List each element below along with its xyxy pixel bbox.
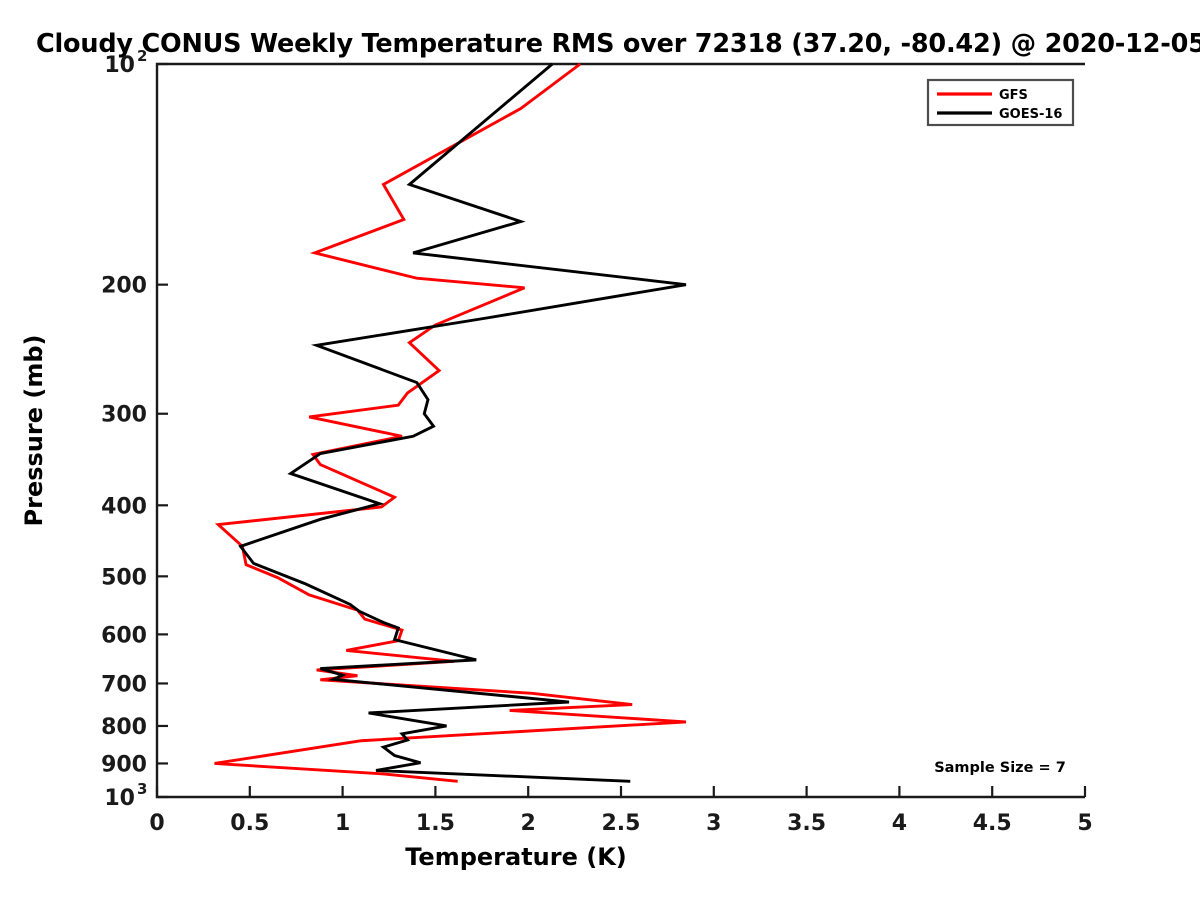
y-tick-label: 200	[101, 274, 147, 299]
y-tick-label: 800	[101, 715, 147, 740]
x-tick-label: 4.5	[973, 811, 1012, 836]
legend-label-gfs: GFS	[999, 88, 1028, 103]
y-tick-label: 900	[101, 752, 147, 777]
axis-spines	[155, 62, 1085, 799]
y-tick-label-exponent: 3	[137, 780, 147, 798]
y-tick-label: 500	[101, 565, 147, 590]
legend-box[interactable]	[926, 78, 1075, 127]
x-tick-label: 2.5	[602, 811, 641, 836]
y-tick-label: 10 2	[104, 47, 147, 78]
data-series-group	[214, 62, 687, 783]
axes-group: 0 0.5 1 1.5 2 2.5 3 3.5 4 4.5 510 22003004005006007…	[20, 47, 1093, 871]
y-axis-title: Pressure (mb)	[20, 335, 48, 527]
series-line-goes-16	[238, 62, 687, 783]
y-tick-label-exponent: 2	[137, 47, 147, 65]
sample-size-annotation: Sample Size = 7	[934, 760, 1066, 776]
y-tick-label: 10 3	[104, 780, 147, 811]
x-tick-label: 3.5	[787, 811, 826, 836]
x-tick-label: 3	[706, 811, 721, 836]
x-tick-label: 5	[1077, 811, 1092, 836]
page-title: Cloudy CONUS Weekly Temperature RMS over…	[36, 29, 1200, 59]
y-tick-label: 300	[101, 403, 147, 428]
legend[interactable]: GFS GOES-16	[926, 78, 1075, 127]
y-tick-label-base: 10	[104, 786, 135, 811]
x-tick-label: 4	[892, 811, 907, 836]
x-tick-label: 2	[521, 811, 536, 836]
x-tick-label: 1.5	[416, 811, 455, 836]
x-tick-label: 0	[149, 811, 164, 836]
y-tick-label: 400	[101, 494, 147, 519]
x-axis-title: Temperature (K)	[405, 843, 627, 871]
x-tick-label: 1	[335, 811, 350, 836]
sample-size-text: Sample Size = 7	[934, 760, 1066, 776]
legend-label-goes-16: GOES-16	[999, 107, 1062, 122]
x-tick-label: 0.5	[230, 811, 269, 836]
y-tick-label-base: 10	[104, 53, 135, 78]
y-tick-label: 600	[101, 623, 147, 648]
y-tick-label: 700	[101, 672, 147, 697]
series-line-gfs	[214, 62, 687, 783]
